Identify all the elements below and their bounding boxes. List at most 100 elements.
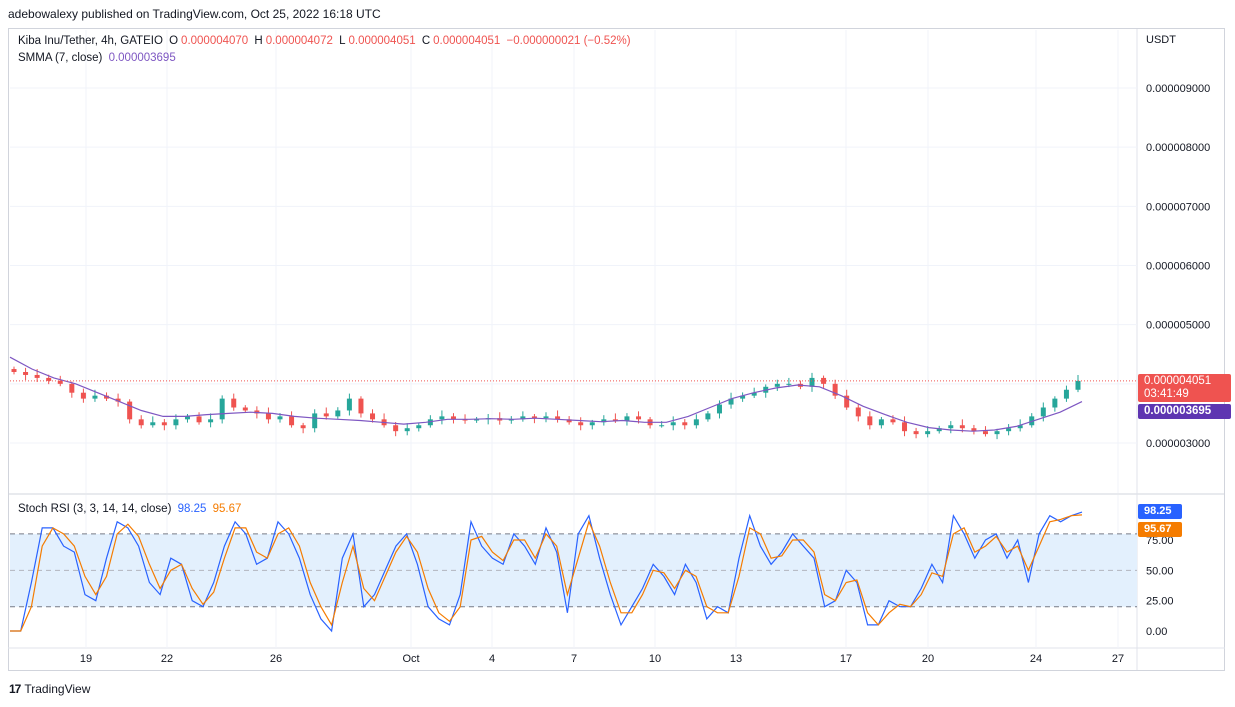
candle-body <box>636 416 642 420</box>
candle-body <box>23 372 29 375</box>
candle-body <box>69 383 75 393</box>
candle <box>439 410 445 425</box>
candle <box>682 419 688 430</box>
footer-brand[interactable]: TradingView <box>24 682 91 696</box>
candle <box>138 415 144 429</box>
time-tick-label: 17 <box>840 653 852 665</box>
candle-body <box>948 425 954 429</box>
smma-line <box>9 356 1083 432</box>
candle <box>925 426 931 438</box>
candle <box>358 396 364 418</box>
candle <box>312 409 318 433</box>
candle <box>11 366 17 375</box>
candle <box>381 413 387 428</box>
candle-body <box>1006 428 1012 432</box>
candle-body <box>1063 389 1069 399</box>
price-tick-label: 0.000006000 <box>1146 261 1210 273</box>
candle-body <box>231 398 237 408</box>
candle-body <box>878 419 884 426</box>
candle-body <box>543 416 549 419</box>
price-tick-label: 0.000007000 <box>1146 201 1210 213</box>
candle-body <box>439 416 445 420</box>
ohlc-close-label: C <box>421 35 431 47</box>
candle-body <box>11 369 17 372</box>
candle-body <box>612 419 618 421</box>
candle-body <box>693 419 699 426</box>
candle <box>80 388 86 403</box>
candle <box>832 379 838 399</box>
candle-body <box>751 392 757 396</box>
smma-legend: SMMA (7, close) 0.000003695 <box>18 52 179 64</box>
time-tick-label: 7 <box>571 653 577 665</box>
tradingview-logo-icon: 17 <box>9 682 21 696</box>
publish-info: adebowalexy published on TradingView.com… <box>8 7 381 21</box>
candle <box>404 423 410 436</box>
candle-body <box>335 410 341 417</box>
candle-body <box>1075 380 1081 390</box>
candle-body <box>57 380 63 384</box>
candle <box>1006 424 1012 436</box>
time-tick-label: 26 <box>270 653 282 665</box>
candle-body <box>809 377 815 387</box>
time-tick-label: 20 <box>922 653 934 665</box>
smma-label[interactable]: SMMA (7, close) <box>18 52 103 64</box>
candle-body <box>566 419 572 423</box>
candle-body <box>832 383 838 396</box>
candle-body <box>994 431 1000 435</box>
candle-countdown: 03:41:49 <box>1144 388 1189 400</box>
candle-body <box>34 374 40 378</box>
candle <box>878 416 884 429</box>
candle <box>520 411 526 422</box>
candle-body <box>855 407 861 417</box>
candle-body <box>740 395 746 399</box>
ohlc-low-value: 0.000004051 <box>348 35 416 47</box>
candle-body <box>138 419 144 426</box>
smma-value: 0.000003695 <box>108 52 176 64</box>
stoch-d-line <box>10 514 1083 632</box>
last-price-value: 0.000004051 <box>1144 375 1212 387</box>
time-tick-label: 4 <box>489 653 495 665</box>
candle <box>231 393 237 411</box>
candle-body <box>208 419 214 423</box>
candle-body <box>589 422 595 426</box>
candle-body <box>982 431 988 435</box>
candle <box>196 412 202 425</box>
candle-body <box>601 419 607 423</box>
last-price-tag[interactable]: 0.000004051 03:41:49 <box>1138 374 1231 402</box>
stoch-legend: Stoch RSI (3, 3, 14, 14, close) 98.25 95… <box>18 503 244 515</box>
candle <box>265 407 271 424</box>
candle <box>971 424 977 435</box>
candle-body <box>1052 398 1058 408</box>
time-tick-label: 19 <box>80 653 92 665</box>
candle <box>601 415 607 426</box>
candle-body <box>705 413 711 420</box>
candle-body <box>254 410 260 414</box>
candle <box>416 422 422 432</box>
candle-body <box>670 422 676 426</box>
candle-body <box>867 416 873 426</box>
candle <box>150 416 156 428</box>
time-tick-label: 22 <box>161 653 173 665</box>
stoch-k-tag: 98.25 <box>1138 504 1182 519</box>
candle <box>578 417 584 431</box>
stoch-label[interactable]: Stoch RSI (3, 3, 14, 14, close) <box>18 503 172 515</box>
candle <box>867 411 873 430</box>
candle-body <box>265 413 271 420</box>
stoch-k-value: 98.25 <box>177 503 207 515</box>
candle <box>219 395 225 424</box>
time-tick-label: Oct <box>402 653 419 665</box>
ohlc-close-value: 0.000004051 <box>433 35 501 47</box>
candle <box>69 381 75 398</box>
candle <box>115 393 121 407</box>
candle-body <box>115 398 121 402</box>
price-tick-label: 0.000009000 <box>1146 83 1210 95</box>
symbol-title[interactable]: Kiba Inu/Tether, 4h, GATEIO <box>18 35 163 47</box>
candle <box>624 413 630 426</box>
candle <box>740 392 746 402</box>
candle-body <box>242 407 248 411</box>
candle <box>323 407 329 420</box>
candle <box>208 413 214 428</box>
candle <box>335 407 341 419</box>
candle-body <box>682 422 688 426</box>
